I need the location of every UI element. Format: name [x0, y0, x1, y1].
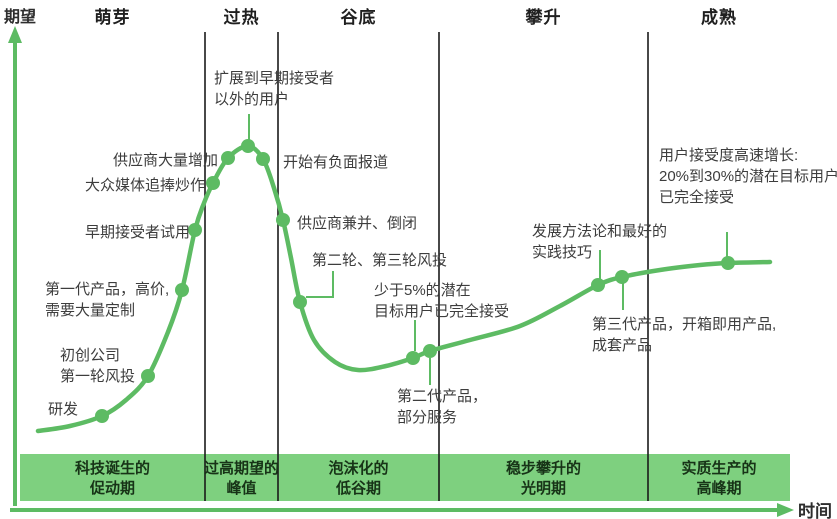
- annotation-line: 研发: [48, 401, 79, 418]
- annotation-line: 供应商兼并、倒闭: [297, 215, 418, 232]
- milestone-dot: [95, 409, 109, 423]
- band-label-3: 泡沫化的 低谷期: [328, 459, 388, 499]
- annotation-supplier-increase: 供应商大量增加: [113, 150, 218, 171]
- x-axis-arrowhead-icon: [777, 503, 794, 517]
- band-label-line: 促动期: [89, 480, 136, 497]
- annotation-line: 实践技巧: [532, 244, 593, 261]
- milestone-dot: [721, 256, 735, 270]
- annotation-line: 第一代产品，高价,: [45, 281, 170, 298]
- annotation-line: 以外的用户: [214, 91, 290, 108]
- band-label-line: 光明期: [520, 480, 567, 497]
- milestone-dot: [276, 213, 290, 227]
- milestone-dot: [175, 283, 189, 297]
- annotation-line: 第一轮风投: [60, 368, 136, 385]
- phase-header-5: 成熟: [701, 8, 737, 27]
- milestone-dot: [221, 151, 235, 165]
- annotation-adoption-growth: 用户接受度高速增长: 20%到30%的潜在目标用户 已完全接受: [659, 145, 837, 208]
- annotation-line: 少于5%的潜在: [374, 282, 471, 299]
- annotation-line: 供应商大量增加: [112, 152, 218, 169]
- annotation-connector-line: [306, 271, 334, 298]
- annotation-line: 扩展到早期接受者: [214, 70, 335, 87]
- band-label-1: 科技诞生的 促动期: [75, 459, 150, 499]
- annotation-line: 第二代产品，: [397, 388, 488, 405]
- milestone-dot: [206, 176, 220, 190]
- annotation-methodologies: 发展方法论和最好的 实践技巧: [532, 221, 667, 263]
- milestone-dot: [615, 270, 629, 284]
- annotation-less-than-5pct: 少于5%的潜在目标用户已完全接受: [374, 280, 509, 322]
- annotation-supplier-consolidation: 供应商兼并、倒闭: [297, 213, 417, 234]
- x-axis-label: 时间: [798, 502, 832, 519]
- annotation-research: 研发: [48, 399, 78, 420]
- milestone-dot: [406, 351, 420, 365]
- milestone-dot: [188, 223, 202, 237]
- annotation-line: 目标用户已完全接受: [374, 303, 510, 320]
- annotation-later-round-vc: 第二轮、第三轮风投: [312, 250, 447, 271]
- band-label-4: 稳步攀升的 光明期: [506, 459, 581, 499]
- annotation-line: 开始有负面报道: [283, 154, 389, 171]
- annotation-line: 第二轮、第三轮风投: [312, 252, 448, 269]
- milestone-dot: [256, 152, 270, 166]
- band-label-line: 实质生产的: [681, 460, 757, 477]
- phase-header-4: 攀升: [525, 8, 562, 27]
- y-axis-label: 期望: [4, 9, 37, 26]
- band-label-2: 过高期望的 峰值: [204, 459, 279, 499]
- band-label-line: 低谷期: [335, 480, 382, 497]
- milestone-dot: [241, 139, 255, 153]
- milestone-dot: [141, 369, 155, 383]
- band-label-line: 峰值: [226, 480, 257, 497]
- milestone-dot: [423, 344, 437, 358]
- annotation-line: 已完全接受: [659, 189, 735, 206]
- annotation-line: 第三代产品，开箱即用产品,: [592, 316, 777, 333]
- band-label-line: 高峰期: [696, 480, 742, 497]
- phase-header-2: 过热: [223, 8, 260, 27]
- phase-header-1: 萌芽: [94, 8, 131, 27]
- band-label-line: 科技诞生的: [74, 460, 151, 477]
- milestone-dot: [293, 295, 307, 309]
- band-label-5: 实质生产的 高峰期: [681, 459, 756, 499]
- band-label-line: 稳步攀升的: [505, 460, 582, 477]
- annotation-third-gen-product: 第三代产品，开箱即用产品, 成套产品: [592, 314, 776, 356]
- annotation-line: 初创公司: [60, 347, 121, 364]
- band-label-line: 泡沫化的: [328, 460, 389, 477]
- phase-band: [20, 454, 790, 501]
- annotation-line: 发展方法论和最好的: [532, 223, 668, 240]
- annotation-second-gen-product: 第二代产品， 部分服务: [397, 386, 487, 428]
- annotation-line: 20%到30%的潜在目标用户: [659, 168, 837, 185]
- annotation-line: 早期接受者试用: [84, 224, 190, 241]
- milestone-dot: [591, 278, 605, 292]
- annotation-line: 用户接受度高速增长:: [659, 147, 799, 164]
- y-axis-arrowhead-icon: [8, 26, 22, 43]
- annotation-line: 成套产品: [592, 337, 653, 354]
- annotation-early-adopters: 早期接受者试用: [85, 222, 190, 243]
- annotation-line: 部分服务: [397, 409, 458, 426]
- phase-header-3: 谷底: [340, 8, 377, 27]
- annotation-line: 大众媒体追捧炒作: [84, 177, 205, 194]
- annotation-negative-press: 开始有负面报道: [283, 152, 388, 173]
- band-label-line: 过高期望的: [203, 460, 280, 477]
- annotation-startup-funding: 初创公司 第一轮风投: [60, 345, 135, 387]
- annotation-beyond-early-adopters: 扩展到早期接受者 以外的用户: [214, 68, 334, 110]
- annotation-first-gen-product: 第一代产品，高价, 需要大量定制: [45, 279, 169, 321]
- annotation-mass-media-hype: 大众媒体追捧炒作: [85, 175, 205, 196]
- annotation-line: 需要大量定制: [45, 302, 136, 319]
